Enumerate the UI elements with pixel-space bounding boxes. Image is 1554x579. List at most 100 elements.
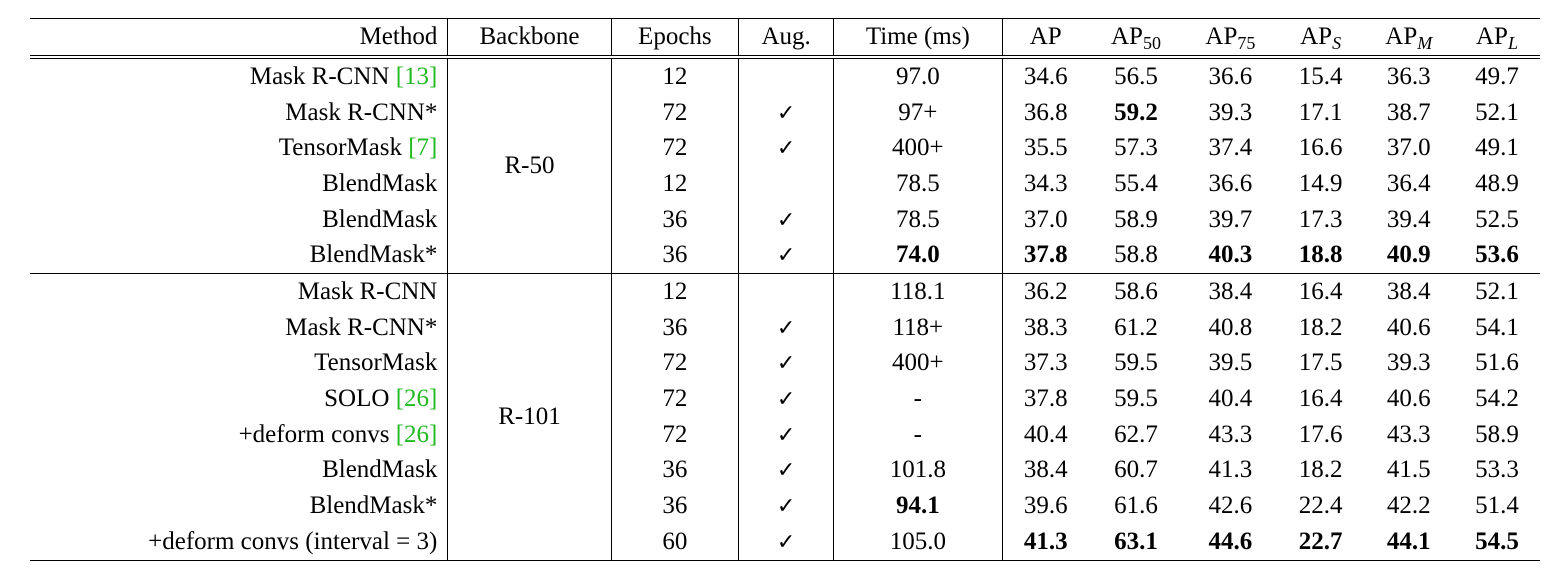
ap-cell: 36.8 — [1023, 98, 1068, 126]
epochs-cell: 36 — [611, 452, 740, 489]
apm-cell: 40.6 — [1386, 385, 1431, 413]
ap-cell: 39.6 — [1023, 492, 1068, 520]
table-row: BlendMask* 36 ✓ 74.0 37.8 58.8 40.3 18.8 40.9 53.… — [30, 237, 1540, 274]
results-table: Method Backbone Epochs Aug. Time (ms) AP… — [30, 18, 1540, 561]
header-apm-base: AP — [1385, 23, 1418, 50]
header-apl-base: AP — [1475, 23, 1508, 50]
epochs-cell: 12 — [611, 166, 740, 202]
checkmark-icon: ✓ — [776, 136, 796, 162]
apm-cell: 38.4 — [1386, 277, 1431, 305]
time-cell: 400+ — [833, 130, 1003, 167]
method-name: TensorMask — [314, 349, 438, 377]
method-cell: BlendMask* — [30, 488, 449, 524]
ap50-cell: 59.5 — [1114, 385, 1158, 413]
ap50-cell: 61.6 — [1114, 492, 1158, 520]
table-row: +deform convs (interval = 3) 60 ✓ 105.0 41.3… — [30, 523, 1540, 561]
citation-link: [13] — [395, 62, 438, 90]
apl-cell: 52.5 — [1475, 205, 1519, 233]
method-cell: BlendMask — [30, 166, 449, 202]
ap75-cell: 40.4 — [1208, 385, 1253, 413]
checkmark-icon: ✓ — [776, 315, 796, 341]
ap-cell: 38.3 — [1023, 313, 1068, 341]
citation-link: [26] — [395, 420, 438, 448]
checkmark-icon: ✓ — [776, 529, 796, 555]
time-cell: 97.0 — [833, 57, 1003, 95]
ap50-cell: 63.1 — [1114, 527, 1158, 555]
aug-cell: ✓ — [738, 94, 835, 131]
apl-cell: 52.1 — [1475, 277, 1519, 305]
citation-link: [7] — [408, 134, 438, 162]
ap-cell: 35.5 — [1023, 134, 1068, 162]
table-row: SOLO [26] 72 ✓ -37.8 59.5 40.4 16.4 40.6 54.2 — [30, 381, 1540, 417]
epochs-cell: 72 — [611, 381, 740, 417]
apl-cell: 51.4 — [1475, 492, 1519, 520]
header-apm: APM — [1364, 19, 1454, 58]
aug-cell: ✓ — [738, 416, 835, 453]
aug-cell: ✓ — [738, 523, 835, 561]
header-ap75: AP75 — [1183, 19, 1277, 58]
header-apm-sub: M — [1417, 33, 1433, 54]
ap75-cell: 40.3 — [1208, 241, 1253, 269]
aug-cell: ✓ — [738, 381, 835, 417]
apm-cell: 44.1 — [1386, 527, 1431, 555]
ap75-cell: 39.7 — [1208, 205, 1253, 233]
checkmark-icon: ✓ — [776, 351, 796, 377]
header-ap: AP — [1029, 23, 1062, 50]
table-group-r50: Mask R-CNN [13] R-50 12 97.0 34.6 56.5 36.6 15.… — [30, 57, 1540, 274]
header-method: Method — [30, 18, 449, 57]
table-row: BlendMask 12 78.5 34.3 55.4 36.6 14.9 36.4 48.9 — [30, 166, 1540, 202]
epochs-cell: 36 — [611, 237, 740, 274]
ap75-cell: 43.3 — [1208, 420, 1253, 448]
method-cell: SOLO [26] — [30, 381, 449, 417]
apl-cell: 52.1 — [1475, 98, 1519, 126]
apl-cell: 53.3 — [1475, 456, 1519, 484]
ap75-cell: 37.4 — [1208, 134, 1253, 162]
ap75-cell: 42.6 — [1208, 492, 1253, 520]
table-row: TensorMask 72 ✓ 400+ 37.3 59.5 39.5 17.5 39.3 51.… — [30, 345, 1540, 382]
ap75-cell: 41.3 — [1208, 456, 1253, 484]
aug-cell: ✓ — [738, 345, 835, 382]
ap50-cell: 59.5 — [1114, 349, 1158, 377]
method-cell: Mask R-CNN [13] — [30, 57, 449, 95]
ap-cell: 37.8 — [1023, 241, 1068, 269]
time-cell: 118.1 — [833, 273, 1003, 310]
table-row: BlendMask 36 ✓ 78.5 37.0 58.9 39.7 17.3 39.4 52.5 — [30, 201, 1540, 238]
ap-cell: 37.0 — [1023, 205, 1068, 233]
epochs-cell: 60 — [611, 523, 740, 561]
aug-cell — [738, 57, 835, 95]
aps-cell: 16.6 — [1298, 134, 1343, 162]
apm-cell: 37.0 — [1386, 134, 1431, 162]
table-row: Mask R-CNN* 36 ✓ 118+ 38.3 61.2 40.8 18.2 40.6 54… — [30, 309, 1540, 346]
checkmark-icon: ✓ — [776, 207, 796, 233]
time-cell: 105.0 — [833, 523, 1003, 561]
checkmark-icon: ✓ — [776, 494, 796, 520]
header-apl-sub: L — [1507, 33, 1518, 54]
header-aug: Aug. — [738, 18, 835, 57]
aps-cell: 15.4 — [1298, 62, 1343, 90]
header-aps: APS — [1278, 19, 1364, 58]
method-name: BlendMask* — [309, 492, 438, 520]
header-epochs: Epochs — [611, 18, 740, 57]
apl-cell: 49.1 — [1475, 134, 1519, 162]
epochs-cell: 72 — [611, 94, 740, 131]
epochs-cell: 72 — [611, 416, 740, 453]
apl-cell: 54.5 — [1475, 527, 1519, 555]
aps-cell: 18.2 — [1298, 313, 1343, 341]
ap50-cell: 62.7 — [1114, 420, 1158, 448]
ap-cell: 37.3 — [1023, 349, 1068, 377]
ap50-cell: 58.8 — [1114, 241, 1158, 269]
header-ap75-base: AP — [1205, 23, 1238, 50]
time-cell: - — [833, 381, 1003, 417]
apm-cell: 36.4 — [1386, 169, 1431, 197]
ap-cell: 41.3 — [1023, 527, 1068, 555]
ap75-cell: 40.8 — [1208, 313, 1253, 341]
checkmark-icon: ✓ — [776, 243, 796, 269]
method-name: TensorMask — [278, 134, 409, 162]
aps-cell: 16.4 — [1298, 277, 1343, 305]
aug-cell: ✓ — [738, 488, 835, 524]
ap75-cell: 36.6 — [1208, 62, 1253, 90]
method-name: +deform convs — [238, 420, 396, 448]
aps-cell: 18.8 — [1298, 241, 1343, 269]
apm-cell: 43.3 — [1386, 420, 1431, 448]
table-group-r101: Mask R-CNN R-101 12 118.1 36.2 58.6 38.4 16.4 38… — [30, 273, 1540, 561]
